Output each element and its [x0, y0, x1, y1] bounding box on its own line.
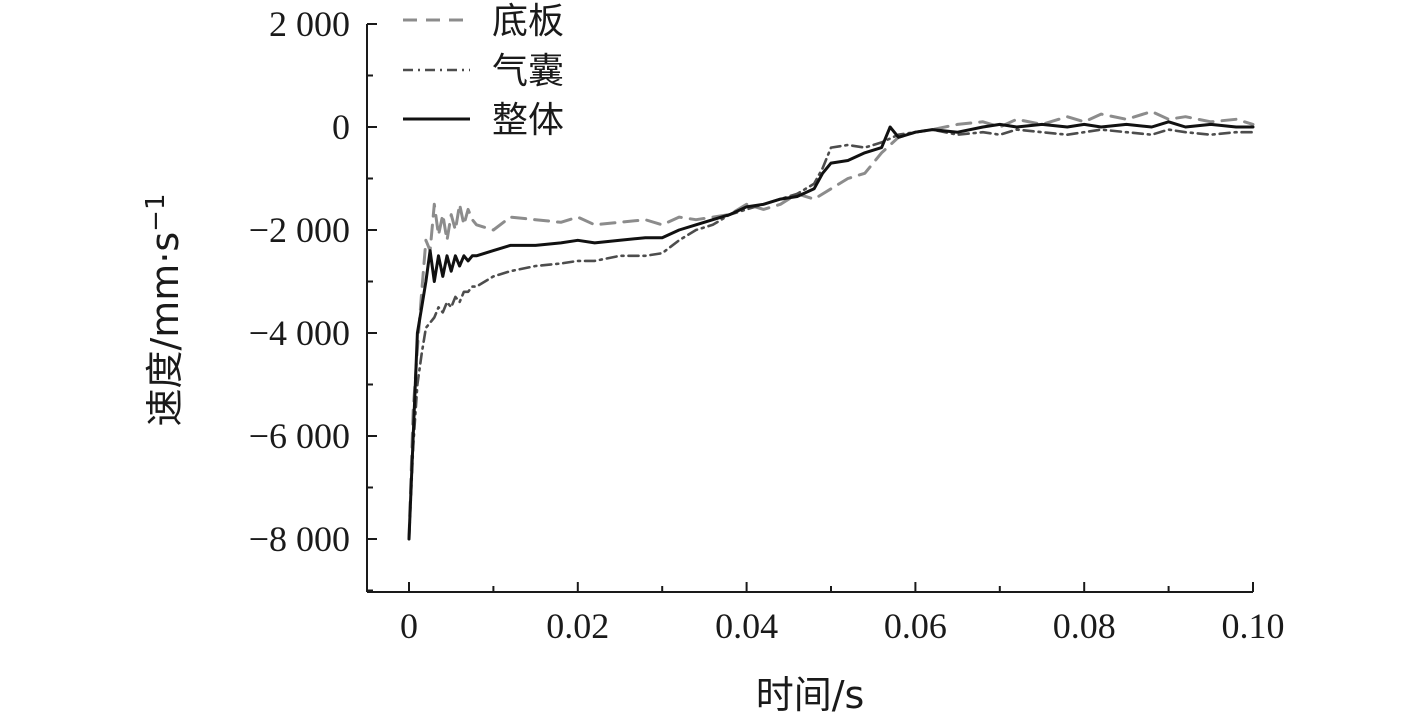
y-tick-label: −6 000	[249, 416, 350, 456]
x-tick-label: 0.10	[1222, 606, 1285, 646]
y-tick-label: −2 000	[249, 210, 350, 250]
y-tick-label: −8 000	[249, 519, 350, 559]
y-axis-title: 速度/mm·s−1	[141, 193, 187, 426]
tick-labels: 2 000 0 −2 000 −4 000 −6 000 −8 000 0 0.02 0.04 0…	[249, 4, 1285, 646]
series-line-2	[407, 128, 1255, 541]
series-line-3	[407, 120, 1255, 541]
x-tick-label: 0.08	[1053, 606, 1116, 646]
x-tick-label: 0	[400, 606, 418, 646]
x-tick-label: 0.04	[715, 606, 778, 646]
legend-label-2: 气囊	[492, 51, 564, 92]
series-line-1	[407, 110, 1255, 541]
x-axis-title: 时间/s	[756, 673, 865, 717]
y-axis-title-main: 速度/mm·s	[143, 232, 187, 427]
legend-label-3: 整体	[492, 100, 564, 141]
y-tick-label: −4 000	[249, 313, 350, 353]
y-tick-label: 0	[332, 107, 350, 147]
y-axis-title-superscript: −1	[141, 193, 171, 231]
y-tick-label: 2 000	[269, 4, 350, 44]
series-layer	[407, 110, 1255, 541]
legend-label-1: 底板	[492, 1, 564, 42]
axes	[366, 23, 1254, 593]
x-tick-label: 0.06	[884, 606, 947, 646]
x-tick-label: 0.02	[546, 606, 609, 646]
